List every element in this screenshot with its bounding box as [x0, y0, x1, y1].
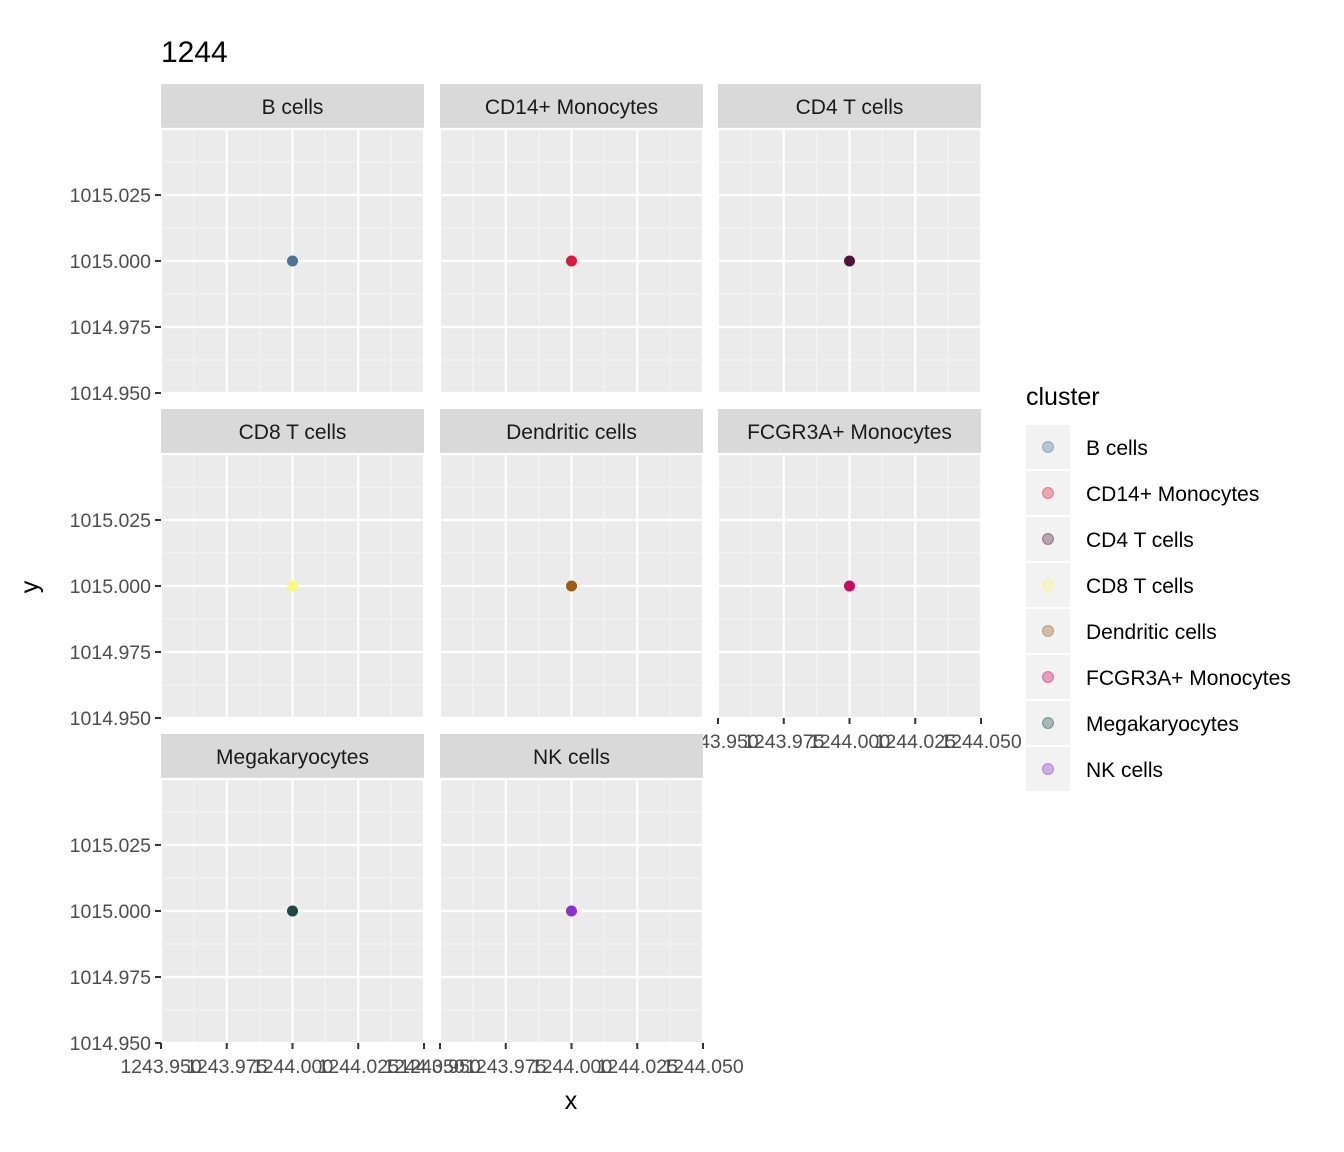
legend-key: [1026, 747, 1070, 791]
data-point: [566, 255, 577, 267]
y-tick-label: 1015.000: [70, 251, 151, 273]
facet-strip: [440, 84, 703, 129]
facet-b-cells: B cells 1014.950 1014.975 1015.000 1015.025: [70, 84, 426, 405]
legend-item-cd8-t-cells: CD8 T cells: [1026, 563, 1194, 607]
data-point: [287, 255, 298, 267]
legend: cluster B cells CD14+ Monocytes CD4 T cell…: [1026, 383, 1291, 791]
legend-key-dot: [1042, 763, 1054, 775]
y-tick-label: 1015.000: [70, 901, 151, 923]
legend-item-dendritic-cells: Dendritic cells: [1026, 609, 1217, 653]
facet-strip-label: Megakaryocytes: [216, 746, 369, 769]
facet-strip: [440, 734, 703, 779]
legend-item-megakaryocytes: Megakaryocytes: [1026, 701, 1239, 745]
y-tick-label: 1014.975: [70, 967, 151, 989]
data-point: [844, 255, 855, 267]
legend-key: [1026, 425, 1070, 469]
facet-strip: [718, 409, 981, 454]
x-tick-label: 1243.975: [186, 1056, 267, 1078]
facet-strip-label: CD14+ Monocytes: [485, 96, 658, 119]
x-tick-label: 1243.975: [465, 1056, 546, 1078]
facet-fcgr3a-monocytes: FCGR3A+ Monocytes1243.9501243.9751244.00…: [677, 409, 1022, 753]
facet-cd4-t-cells: CD4 T cells: [716, 84, 983, 395]
facet-cd8-t-cells: CD8 T cells 1014.950 1014.975 1015.000 1015.…: [70, 409, 426, 730]
x-tick-label: 1244.000: [531, 1056, 612, 1078]
facet-strip-label: NK cells: [533, 746, 610, 769]
legend-item-cd14-monocytes: CD14+ Monocytes: [1026, 471, 1259, 515]
data-point: [566, 905, 577, 917]
legend-label: CD4 T cells: [1086, 529, 1194, 552]
y-tick-label: 1014.950: [70, 708, 151, 730]
x-tick-label: 1244.000: [809, 731, 890, 753]
y-tick-label: 1015.025: [70, 185, 151, 207]
facet-dendritic-cells: Dendritic cells: [438, 409, 705, 720]
facet-megakaryocytes: Megakaryocytes 1014.950 1014.975 1015.000 10…: [70, 734, 465, 1078]
legend-label: CD14+ Monocytes: [1086, 483, 1259, 506]
facet-strip-label: Dendritic cells: [506, 421, 637, 444]
chart-title: 1244: [161, 36, 228, 69]
facet-strip: [161, 84, 424, 129]
y-tick-label: 1015.000: [70, 576, 151, 598]
legend-key: [1026, 563, 1070, 607]
legend-key-dot: [1042, 717, 1054, 729]
legend-key: [1026, 701, 1070, 745]
legend-key: [1026, 655, 1070, 699]
legend-label: Dendritic cells: [1086, 621, 1217, 644]
legend-key-dot: [1042, 533, 1054, 545]
legend-key-dot: [1042, 625, 1054, 637]
legend-label: Megakaryocytes: [1086, 713, 1239, 736]
facet-strip-label: FCGR3A+ Monocytes: [747, 421, 952, 444]
y-tick-label: 1014.975: [70, 642, 151, 664]
x-tick-label: 1243.975: [743, 731, 824, 753]
y-tick-label: 1014.975: [70, 317, 151, 339]
y-tick-label: 1014.950: [70, 1033, 151, 1055]
facet-strip-label: CD4 T cells: [796, 96, 904, 119]
legend-item-fcgr3a-monocytes: FCGR3A+ Monocytes: [1026, 655, 1291, 699]
x-tick-label: 1244.050: [662, 1056, 743, 1078]
legend-item-cd4-t-cells: CD4 T cells: [1026, 517, 1194, 561]
legend-label: CD8 T cells: [1086, 575, 1194, 598]
x-axis-title: x: [565, 1087, 578, 1115]
x-tick-label: 1244.050: [383, 1056, 464, 1078]
x-tick-label: 1243.950: [399, 1056, 480, 1078]
legend-item-b-cells: B cells: [1026, 425, 1148, 469]
legend-key-dot: [1042, 671, 1054, 683]
facet-strip: [718, 84, 981, 129]
legend-key-dot: [1042, 441, 1054, 453]
data-point: [844, 580, 855, 592]
legend-key: [1026, 471, 1070, 515]
facet-nk-cells: NK cells 1243.9501243.9751244.0001244.025…: [399, 734, 744, 1078]
legend-label: FCGR3A+ Monocytes: [1086, 667, 1291, 690]
legend-key-dot: [1042, 487, 1054, 499]
legend-label: B cells: [1086, 437, 1148, 460]
y-axis-title: y: [16, 580, 44, 593]
x-tick-label: 1244.050: [940, 731, 1021, 753]
legend-label: NK cells: [1086, 759, 1163, 782]
legend-key: [1026, 609, 1070, 653]
y-tick-label: 1015.025: [70, 835, 151, 857]
x-tick-label: 1244.025: [597, 1056, 678, 1078]
facet-strip: [161, 409, 424, 454]
x-tick-label: 1244.025: [318, 1056, 399, 1078]
y-tick-label: 1014.950: [70, 383, 151, 405]
facet-strip-label: B cells: [262, 96, 324, 119]
data-point: [287, 580, 298, 592]
facet-panels: B cells1014.9501014.9751015.0001015.025C…: [70, 84, 1022, 1078]
facet-cd14-monocytes: CD14+ Monocytes: [438, 84, 705, 395]
facet-strip-label: CD8 T cells: [239, 421, 347, 444]
legend-key: [1026, 517, 1070, 561]
data-point: [287, 905, 298, 917]
legend-title: cluster: [1026, 383, 1100, 411]
facet-strip: [161, 734, 424, 779]
legend-key-dot: [1042, 579, 1054, 591]
legend-item-nk-cells: NK cells: [1026, 747, 1163, 791]
x-tick-label: 1244.000: [252, 1056, 333, 1078]
x-tick-label: 1243.950: [120, 1056, 201, 1078]
x-tick-label: 1244.025: [875, 731, 956, 753]
y-tick-label: 1015.025: [70, 510, 151, 532]
facet-strip: [440, 409, 703, 454]
data-point: [566, 580, 577, 592]
